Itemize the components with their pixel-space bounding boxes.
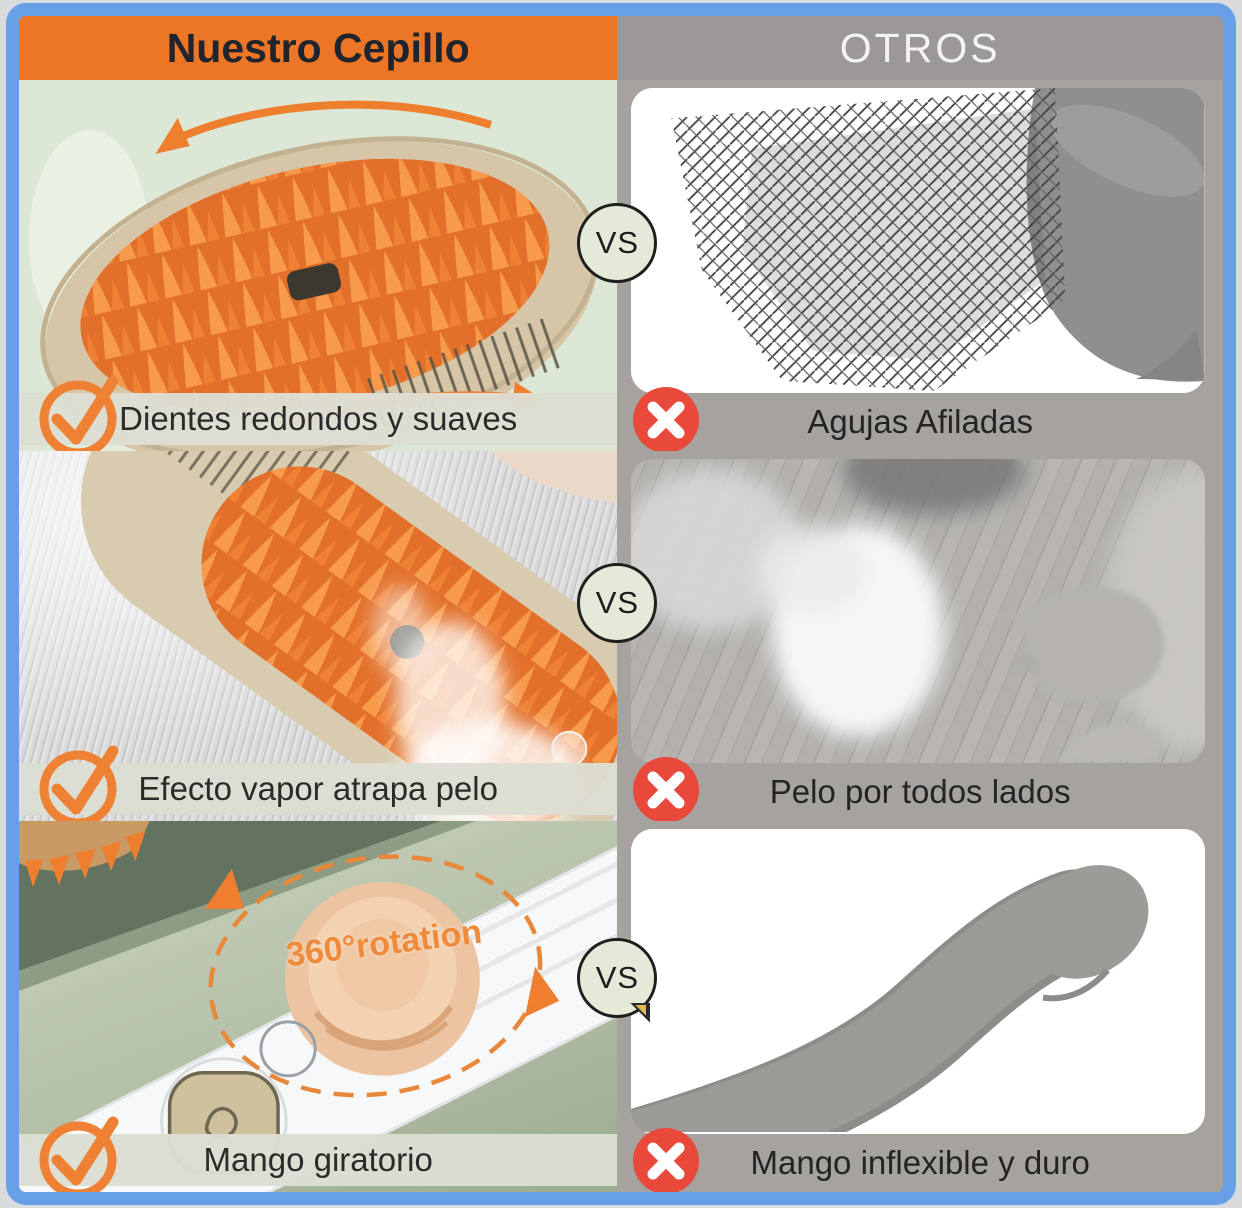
cross-icon <box>631 1126 701 1192</box>
feature-row-teeth-ours: Dientes redondos y suaves <box>19 80 618 451</box>
vs-badge: VS <box>577 203 658 283</box>
feature-label-ours: Mango giratorio <box>19 1134 618 1187</box>
column-our-brush: Dientes redondos y suaves <box>19 80 618 1192</box>
photo-others-hair-mess <box>631 458 1205 764</box>
photo-others-slicker-brush <box>631 88 1205 393</box>
cross-icon <box>631 385 701 451</box>
vs-label: VS <box>595 585 640 620</box>
feature-row-teeth-others: Agujas Afiladas <box>617 80 1223 451</box>
header-our-brush: Nuestro Cepillo <box>19 16 618 80</box>
comparison-body: Dientes redondos y suaves <box>19 80 1223 1192</box>
blue-frame: Nuestro Cepillo OTROS <box>6 3 1236 1205</box>
feature-label-others: Pelo por todos lados <box>617 763 1223 822</box>
check-icon <box>31 1104 135 1192</box>
check-icon <box>31 733 135 822</box>
feature-label-others: Agujas Afiladas <box>617 392 1223 451</box>
feature-row-hair-others: Pelo por todos lados <box>617 451 1223 822</box>
feature-row-handle-ours: 360°rotation Mango giratorio <box>19 821 618 1192</box>
header-row: Nuestro Cepillo OTROS <box>19 16 1223 80</box>
vs-badge: VS <box>577 563 658 643</box>
feature-row-handle-others: Mango inflexible y duro <box>617 821 1223 1192</box>
column-others: Agujas Afiladas <box>617 80 1223 1192</box>
photo-others-rigid-handle <box>631 829 1205 1135</box>
vs-label: VS <box>595 225 640 260</box>
header-others: OTROS <box>617 16 1223 80</box>
check-icon <box>31 363 135 451</box>
photo-our-brush-handle <box>19 821 618 1192</box>
vs-label: VS <box>595 960 640 995</box>
feature-label-ours: Dientes redondos y suaves <box>19 392 618 445</box>
feature-label-ours: Efecto vapor atrapa pelo <box>19 763 618 816</box>
photo-our-brush-bristles <box>19 80 618 451</box>
vs-badge: VS <box>577 938 658 1023</box>
cross-icon <box>631 755 701 822</box>
feature-label-others: Mango inflexible y duro <box>617 1134 1223 1192</box>
feature-row-steam-ours: Efecto vapor atrapa pelo <box>19 450 618 822</box>
